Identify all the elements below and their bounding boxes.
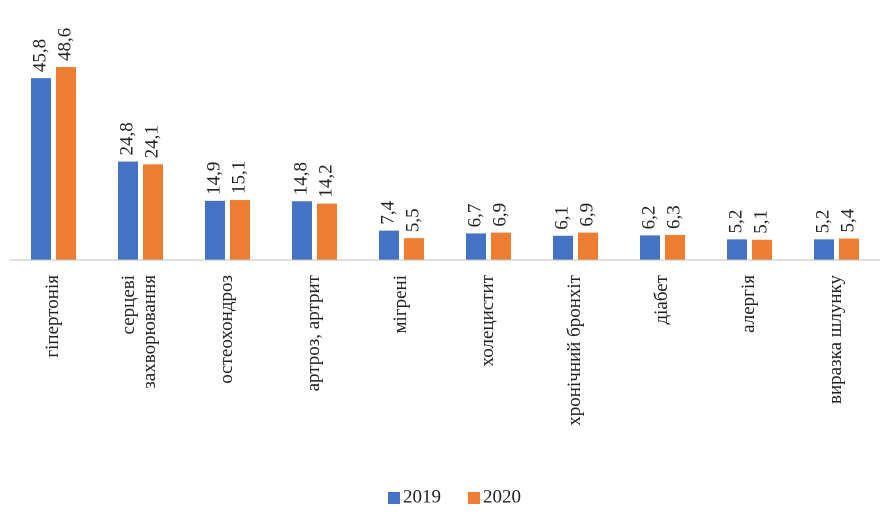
x-tick-label-line: захворювання [139,275,160,389]
legend-swatch [468,492,480,504]
value-label: 5,1 [750,210,771,234]
x-tick-label: алергія [738,275,759,333]
x-tick-label: артроз, артрит [303,274,324,391]
bar [379,230,399,260]
bar [31,78,51,260]
x-tick-label: остеохондроз [216,275,237,384]
bar [466,233,486,260]
bar [404,238,424,260]
x-tick-label: виразка шлунку [825,275,846,404]
bar [665,234,685,260]
value-label: 5,4 [837,208,858,232]
value-label: 5,2 [725,210,746,234]
bar [640,235,660,260]
x-tick-label: мігрені [390,275,411,333]
bar [752,239,772,260]
bar [727,239,747,260]
bar [317,203,337,260]
value-label: 7,4 [377,200,398,224]
legend-label: 2020 [483,486,521,507]
legend-swatch [388,492,400,504]
value-label: 24,1 [141,125,162,158]
value-label: 6,9 [576,203,597,227]
x-tick-label: хронічний бронхіт [564,274,585,425]
value-label: 6,2 [638,206,659,230]
value-label: 6,3 [663,205,684,229]
value-label: 5,5 [402,208,423,232]
value-label: 45,8 [29,39,50,72]
value-label: 24,8 [116,122,137,155]
bar [205,200,225,260]
bar [553,235,573,260]
legend-label: 2019 [403,486,441,507]
x-tick-label: серцевізахворювання [118,275,160,389]
value-label: 6,9 [489,203,510,227]
value-label: 14,9 [203,162,224,195]
value-label: 5,2 [812,210,833,234]
value-label: 14,2 [315,164,336,197]
bar [491,232,511,260]
bar [839,238,859,260]
value-label: 48,6 [54,28,75,61]
bar [230,200,250,260]
value-label: 6,1 [551,206,572,230]
bar [56,67,76,260]
bar [143,164,163,260]
value-label: 15,1 [228,161,249,194]
x-tick-label: діабет [651,274,672,324]
x-tick-label-line: серцеві [118,275,139,334]
bar [118,161,138,260]
x-tick-label: холецистит [477,274,498,366]
value-label: 6,7 [464,204,485,228]
x-tick-label: гіпертонія [42,275,63,358]
value-label: 14,8 [290,162,311,195]
bar [814,239,834,260]
bar [292,201,312,260]
bar [578,232,598,260]
